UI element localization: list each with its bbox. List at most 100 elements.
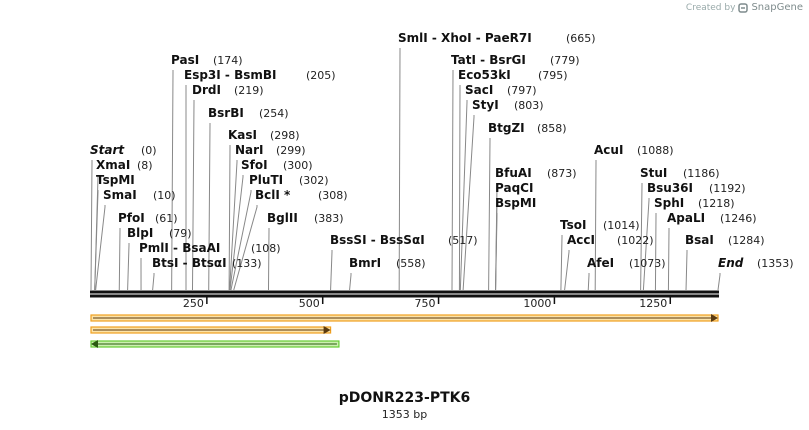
site-label[interactable]: BfuAI (495, 166, 532, 180)
site-connector-line (90, 160, 93, 291)
site-position: (558) (396, 257, 426, 270)
site-connector-line (717, 273, 721, 291)
site-label[interactable]: PmlI - BsaAI (139, 241, 220, 255)
backbone-strand (90, 294, 719, 298)
site-label[interactable]: End (718, 256, 744, 270)
credit-prefix: Created by (685, 2, 736, 13)
snapgene-logo-icon (738, 2, 749, 13)
site-connector-line (462, 115, 475, 291)
arrow-right-icon (323, 326, 331, 334)
site-label[interactable]: AcuI (594, 143, 623, 157)
site-label[interactable]: XmaI (96, 158, 130, 172)
site-label[interactable]: NarI (235, 143, 264, 157)
site-position: (308) (318, 189, 348, 202)
site-connector-line (230, 190, 252, 291)
site-position: (1284) (728, 234, 765, 247)
site-label[interactable]: SphI (654, 196, 684, 210)
ruler-tick-label: 750 (415, 297, 436, 310)
ruler-tick-label: 1250 (639, 297, 667, 310)
site-label[interactable]: DrdI (192, 83, 221, 97)
site-label[interactable]: KasI (228, 128, 257, 142)
site-label[interactable]: ApaLI (667, 211, 705, 225)
site-connector-line (458, 85, 461, 291)
site-position: (302) (299, 174, 329, 187)
site-label[interactable]: StyI (472, 98, 499, 112)
site-label[interactable]: PfoI (118, 211, 145, 225)
ruler-tick-label: 1000 (523, 297, 551, 310)
site-connector-line (208, 123, 211, 291)
site-label[interactable]: Eco53kI (458, 68, 511, 82)
sequence-length: 1353 bp (381, 408, 428, 421)
backbone-strand (90, 290, 719, 294)
site-label[interactable]: AccI (567, 233, 595, 247)
site-connector-line (229, 160, 238, 291)
site-connector-line (118, 228, 121, 291)
site-label[interactable]: BlpI (127, 226, 153, 240)
site-label[interactable]: Bsu36I (647, 181, 693, 195)
site-label[interactable]: BsaI (685, 233, 714, 247)
site-connector-line (233, 205, 258, 291)
site-position: (1014) (603, 219, 640, 232)
site-position: (0) (141, 144, 157, 157)
site-connector-line (640, 183, 643, 291)
site-label[interactable]: TsoI (560, 218, 586, 232)
site-label[interactable]: Esp3I - BsmBI (184, 68, 276, 82)
site-position: (1246) (720, 212, 757, 225)
site-position: (1022) (617, 234, 654, 247)
site-position: (517) (448, 234, 478, 247)
site-connector-line (451, 70, 454, 291)
site-label[interactable]: BspMI (495, 196, 536, 210)
site-label[interactable]: SmlI - XhoI - PaeR7I (398, 31, 532, 45)
site-position: (858) (537, 122, 567, 135)
site-label[interactable]: BtsI - BtsαI (152, 256, 227, 270)
site-position: (1073) (629, 257, 666, 270)
site-connector-line (398, 48, 401, 291)
site-connector-line (127, 243, 130, 291)
credit: Created by SnapGene (686, 2, 803, 13)
backbone-layer (90, 290, 719, 298)
site-label[interactable]: StuI (640, 166, 667, 180)
site-connector-line (171, 70, 174, 291)
site-connector-line (94, 190, 99, 291)
site-label[interactable]: AfeI (587, 256, 614, 270)
site-label[interactable]: SfoI (241, 158, 268, 172)
site-label[interactable]: BssSI - BssSαI (330, 233, 425, 247)
site-label[interactable]: Start (90, 143, 125, 157)
site-lines-layer (90, 48, 721, 291)
site-label[interactable]: PaqCI (495, 181, 533, 195)
site-connector-line (654, 213, 657, 291)
site-label[interactable]: SacI (465, 83, 493, 97)
site-position: (665) (566, 32, 596, 45)
site-position: (133) (232, 257, 262, 270)
site-label[interactable]: PasI (171, 53, 199, 67)
site-connector-line (685, 250, 688, 291)
features-layer (90, 314, 719, 348)
ruler-tick-label: 250 (183, 297, 204, 310)
site-position: (1218) (698, 197, 735, 210)
site-label[interactable]: TatI - BsrGI (451, 53, 526, 67)
site-position: (300) (283, 159, 313, 172)
site-label[interactable]: PluTI (249, 173, 283, 187)
site-label[interactable]: BglII (267, 211, 298, 225)
site-label[interactable]: BtgZI (488, 121, 525, 135)
site-position: (219) (234, 84, 264, 97)
arrow-right-icon (711, 314, 718, 322)
site-connector-line (228, 145, 231, 291)
site-position: (1186) (683, 167, 720, 180)
site-label[interactable]: BsrBI (208, 106, 244, 120)
site-label[interactable]: BmrI (349, 256, 381, 270)
site-connector-line (95, 205, 106, 291)
site-label[interactable]: SmaI (103, 188, 137, 202)
site-connector-line (564, 250, 570, 291)
site-connector-line (349, 273, 352, 291)
site-connector-line (642, 198, 650, 291)
site-label[interactable]: TspMI (96, 173, 135, 187)
site-connector-line (191, 100, 195, 291)
site-label[interactable]: BclI * (255, 188, 291, 202)
site-position: (1192) (709, 182, 746, 195)
ruler-tick-label: 500 (299, 297, 320, 310)
site-position: (108) (251, 242, 281, 255)
site-position: (254) (259, 107, 289, 120)
